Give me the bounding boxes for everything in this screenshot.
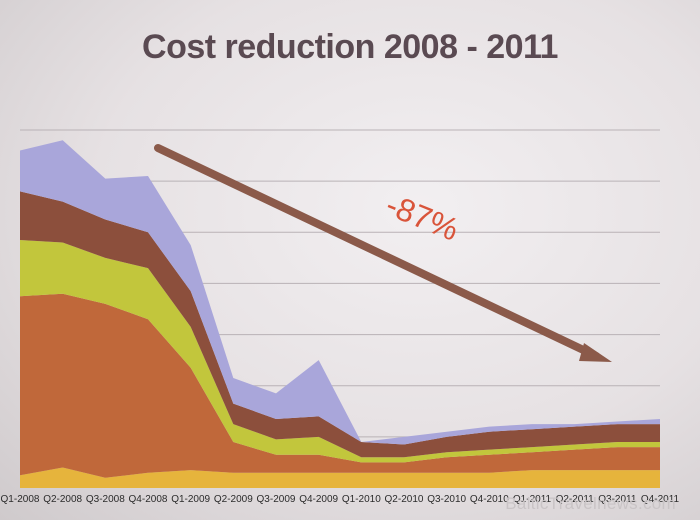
x-tick-label: Q2-2008 (43, 494, 82, 505)
series-area-3 (20, 240, 660, 463)
x-tick-label: Q3-2010 (427, 494, 466, 505)
x-tick-label: Q3-2009 (257, 494, 296, 505)
x-tick-label: Q4-2009 (299, 494, 338, 505)
reduction-label: -87% (381, 186, 464, 247)
x-tick-label: Q2-2011 (556, 494, 595, 505)
arrow-shaft (154, 144, 600, 360)
x-tick-label: Q3-2008 (86, 494, 125, 505)
series-areas (20, 140, 660, 488)
x-tick-label: Q1-2010 (342, 494, 381, 505)
arrowhead (579, 343, 612, 362)
x-tick-label: Q1-2011 (513, 494, 552, 505)
x-tick-label: Q1-2008 (1, 494, 40, 505)
reduction-arrow (154, 144, 612, 362)
x-tick-label: Q3-2011 (598, 494, 637, 505)
series-area-1 (20, 467, 660, 488)
series-area-2 (20, 293, 660, 478)
x-tick-label: Q4-2010 (470, 494, 509, 505)
x-tick-label: Q2-2010 (385, 494, 424, 505)
x-tick-label: Q1-2009 (171, 494, 210, 505)
x-tick-label: Q2-2009 (214, 494, 253, 505)
series-area-4 (20, 191, 660, 458)
watermark: BalticTravelnews.com (505, 494, 676, 513)
x-tick-label: Q4-2008 (129, 494, 168, 505)
x-tick-label: Q4-2011 (641, 494, 680, 505)
x-axis-ticks: Q1-2008 Q2-2008 Q3-2008 Q4-2008 Q1-2009 Q2-20… (1, 494, 680, 505)
series-area-5 (20, 140, 660, 445)
chart-title: Cost reduction 2008 - 2011 (142, 28, 558, 66)
